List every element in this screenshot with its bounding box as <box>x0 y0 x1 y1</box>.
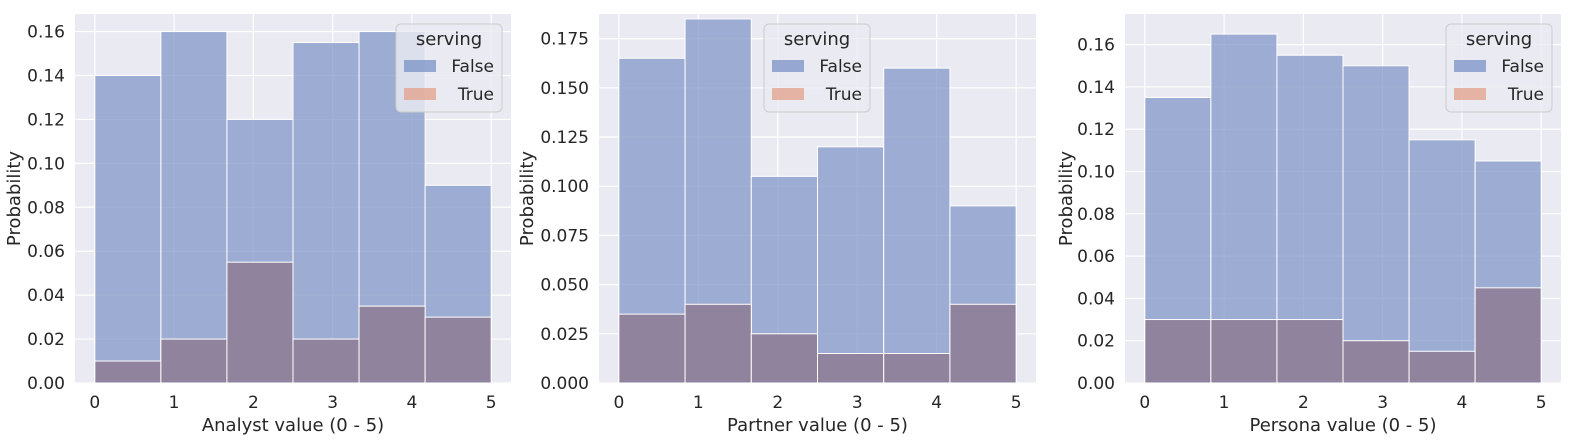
chart-panel-1: 0.00 0.02 0.04 0.06 0.08 0.10 0.12 0.14 0.16 0 1 2 3… <box>4 14 511 436</box>
bar-true-1 <box>684 303 752 384</box>
y-tick-label: 0.00 <box>27 374 65 394</box>
x-tick-label: 5 <box>486 393 497 413</box>
bar-true-4 <box>883 352 951 384</box>
x-tick-label: 2 <box>772 393 783 413</box>
y-tick-label: 0.04 <box>1077 289 1115 309</box>
bar-false-3 <box>1342 65 1410 384</box>
y-tick-label: 0.050 <box>540 276 589 296</box>
x-tick-label: 2 <box>1298 393 1309 413</box>
legend-label-true: True <box>825 85 862 105</box>
y-tick-label: 0.150 <box>540 79 589 99</box>
bar-true-3 <box>1342 340 1410 384</box>
legend-label-false: False <box>451 57 494 77</box>
y-tick-label: 0.10 <box>1077 163 1115 183</box>
x-tick-label: 0 <box>1139 393 1150 413</box>
x-tick-label: 4 <box>406 393 417 413</box>
y-tick-label: 0.02 <box>27 330 65 350</box>
x-axis-label: Analyst value (0 - 5) <box>202 415 384 436</box>
legend: serving False True <box>1445 23 1553 113</box>
x-axis-label: Partner value (0 - 5) <box>727 415 908 436</box>
bar-false-4 <box>1408 139 1476 384</box>
y-tick-label: 0.175 <box>540 30 589 50</box>
y-tick-label: 0.000 <box>540 374 589 394</box>
bar-true-1 <box>160 338 228 384</box>
chart-panel-3: 0.00 0.02 0.04 0.06 0.08 0.10 0.12 0.14 0.16 0 1 2 3… <box>1056 14 1561 436</box>
legend-label-false: False <box>819 57 862 77</box>
y-tick-label: 0.075 <box>540 226 589 246</box>
x-tick-label: 3 <box>852 393 863 413</box>
x-tick-label: 4 <box>1456 393 1467 413</box>
bar-true-3 <box>292 338 360 384</box>
y-axis-label: Probability <box>1056 151 1077 246</box>
legend-title: serving <box>784 29 850 50</box>
y-tick-label: 0.08 <box>27 198 65 218</box>
y-axis-label: Probability <box>517 151 538 246</box>
bar-true-5 <box>949 303 1017 384</box>
bar-true-5 <box>1474 287 1542 384</box>
bar-false-4 <box>883 67 951 384</box>
y-tick-label: 0.00 <box>1077 374 1115 394</box>
bar-true-1 <box>1210 319 1278 384</box>
legend-title: serving <box>416 29 482 50</box>
y-tick-label: 0.125 <box>540 128 589 148</box>
y-tick-label: 0.12 <box>27 110 65 130</box>
x-axis-label: Persona value (0 - 5) <box>1249 415 1436 436</box>
legend-swatch-false <box>1454 60 1486 72</box>
y-tick-label: 0.06 <box>1077 247 1115 267</box>
chart-panel-2: 0.000 0.025 0.050 0.075 0.100 0.125 0.150 0.175… <box>517 14 1036 436</box>
y-tick-label: 0.025 <box>540 325 589 345</box>
bar-false-0 <box>94 75 162 384</box>
y-tick-label: 0.100 <box>540 177 589 197</box>
y-tick-label: 0.10 <box>27 154 65 174</box>
bar-false-3 <box>292 42 360 384</box>
y-tick-label: 0.16 <box>1077 36 1115 56</box>
y-tick-label: 0.16 <box>27 23 65 43</box>
bar-true-4 <box>358 305 426 384</box>
legend-title: serving <box>1466 29 1532 50</box>
bar-true-0 <box>618 313 686 384</box>
bar-true-2 <box>226 261 294 384</box>
y-axis-label: Probability <box>4 151 25 246</box>
y-tick-label: 0.12 <box>1077 120 1115 140</box>
bar-true-5 <box>424 316 492 384</box>
x-tick-label: 5 <box>1011 393 1022 413</box>
x-tick-label: 4 <box>931 393 942 413</box>
x-tick-label: 2 <box>248 393 259 413</box>
x-tick-label: 5 <box>1536 393 1547 413</box>
legend: serving False True <box>763 23 871 113</box>
legend-swatch-true <box>404 88 436 100</box>
bar-true-0 <box>1144 319 1212 384</box>
legend-swatch-false <box>404 60 436 72</box>
y-tick-label: 0.04 <box>27 286 65 306</box>
x-tick-label: 0 <box>613 393 624 413</box>
legend-swatch-true <box>772 88 804 100</box>
bar-true-2 <box>1276 319 1344 384</box>
y-tick-label: 0.14 <box>1077 78 1115 98</box>
bar-true-2 <box>750 333 818 384</box>
bar-true-0 <box>94 360 162 384</box>
x-tick-label: 3 <box>1377 393 1388 413</box>
x-tick-label: 1 <box>169 393 180 413</box>
y-tick-label: 0.14 <box>27 67 65 87</box>
bar-false-1 <box>160 31 228 384</box>
x-tick-label: 3 <box>327 393 338 413</box>
legend-label-true: True <box>1507 85 1544 105</box>
y-tick-label: 0.06 <box>27 242 65 262</box>
x-tick-label: 1 <box>693 393 704 413</box>
legend-label-false: False <box>1501 57 1544 77</box>
y-tick-label: 0.02 <box>1077 332 1115 352</box>
x-tick-label: 1 <box>1219 393 1230 413</box>
legend: serving False True <box>395 23 503 113</box>
legend-label-true: True <box>457 85 494 105</box>
bar-true-3 <box>817 352 885 384</box>
legend-swatch-true <box>1454 88 1486 100</box>
x-tick-label: 0 <box>89 393 100 413</box>
legend-swatch-false <box>772 60 804 72</box>
bar-true-4 <box>1408 350 1476 384</box>
y-tick-label: 0.08 <box>1077 205 1115 225</box>
bar-false-3 <box>817 146 885 384</box>
